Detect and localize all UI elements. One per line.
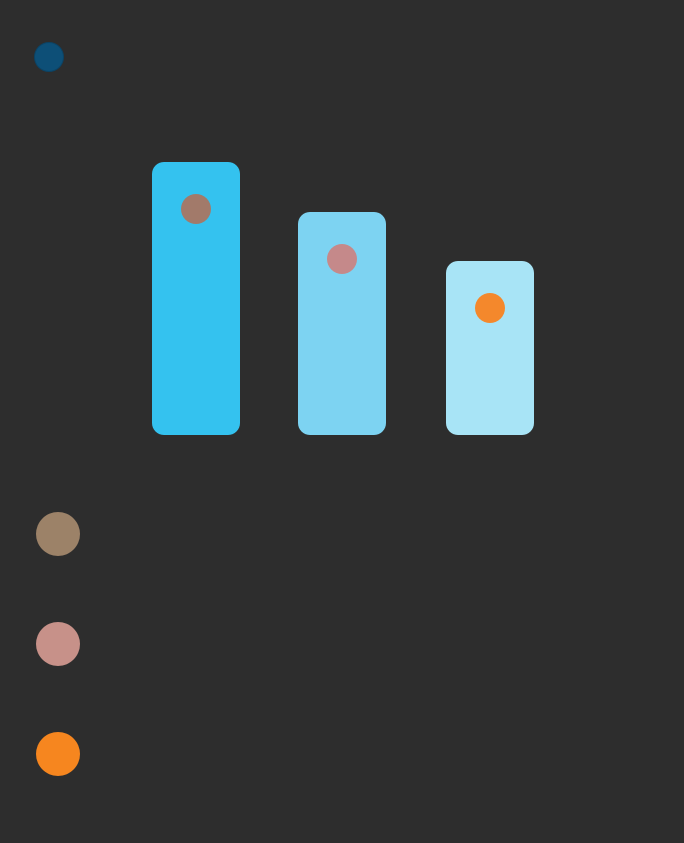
legend-color-dot: [36, 622, 80, 666]
bar-marker-1: [181, 194, 211, 224]
bar-marker-2: [327, 244, 357, 274]
legend-row-1[interactable]: [28, 480, 656, 572]
bar-1[interactable]: [152, 162, 240, 435]
legend-row-2[interactable]: [28, 590, 656, 682]
bar-marker-3: [475, 293, 505, 323]
legend-list: [28, 480, 656, 820]
legend-row-3[interactable]: [28, 700, 656, 792]
legend-color-dot: [36, 732, 80, 776]
panel-header: [28, 34, 656, 90]
bar-2[interactable]: [298, 212, 386, 435]
header-status-dot: [34, 42, 64, 72]
bar-chart: [90, 125, 600, 455]
bar-3[interactable]: [446, 261, 534, 435]
legend-color-dot: [36, 512, 80, 556]
